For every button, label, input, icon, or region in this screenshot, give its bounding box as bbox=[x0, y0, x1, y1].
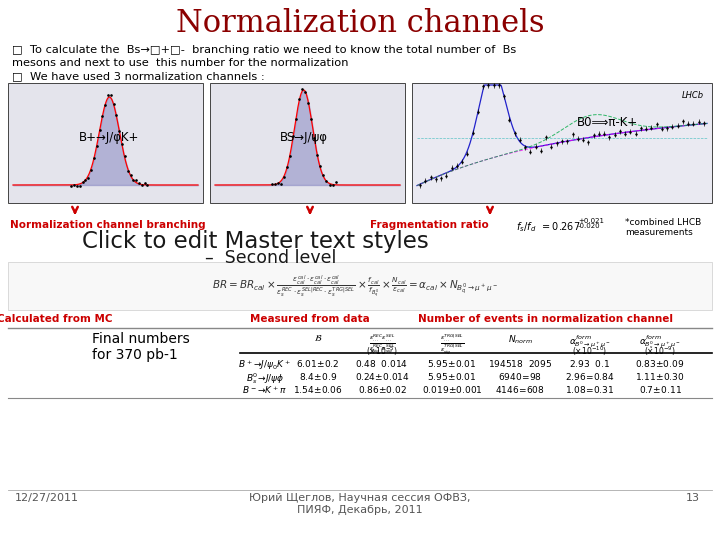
Bar bbox=[210, 83, 405, 203]
Text: $6.01\!\pm\!0.2$: $6.01\!\pm\!0.2$ bbox=[297, 358, 340, 369]
Text: $0.24\!\pm\!0.014$: $0.24\!\pm\!0.014$ bbox=[354, 371, 410, 382]
Text: $(\times 10^{-10})$: $(\times 10^{-10})$ bbox=[572, 345, 608, 359]
Text: $N_{norm}$: $N_{norm}$ bbox=[508, 333, 533, 346]
Bar bbox=[412, 83, 712, 203]
Text: -0.020: -0.020 bbox=[578, 223, 600, 229]
Text: $0.83\!\pm\!0.09$: $0.83\!\pm\!0.09$ bbox=[635, 358, 685, 369]
Text: $f_s/f_d$: $f_s/f_d$ bbox=[516, 220, 536, 234]
Text: □  We have used 3 normalization channels :: □ We have used 3 normalization channels … bbox=[12, 71, 265, 81]
Text: 12/27/2011: 12/27/2011 bbox=[15, 493, 79, 503]
Text: $1.08\!=\!0.31$: $1.08\!=\!0.31$ bbox=[565, 384, 615, 395]
Text: $4146\!=\!608$: $4146\!=\!608$ bbox=[495, 384, 545, 395]
Text: *combined LHCB
measurements: *combined LHCB measurements bbox=[625, 218, 701, 238]
Text: $1.54\!\pm\!0.06$: $1.54\!\pm\!0.06$ bbox=[293, 384, 343, 395]
Text: $0.86\!\pm\!0.02$: $0.86\!\pm\!0.02$ bbox=[358, 384, 407, 395]
Text: Measured from data: Measured from data bbox=[250, 314, 370, 324]
Text: $BR = BR_{cal} \times \frac{\varepsilon_{cal}^{cal} \cdot \varepsilon_{cal}^{cal: $BR = BR_{cal} \times \frac{\varepsilon_… bbox=[212, 273, 498, 299]
Text: $5.95\!\pm\!0.01$: $5.95\!\pm\!0.01$ bbox=[427, 358, 477, 369]
Text: $\alpha_{B^0\to\mu^+\mu^-}^{form}$: $\alpha_{B^0\to\mu^+\mu^-}^{form}$ bbox=[569, 333, 611, 349]
Text: $\frac{\varepsilon_{...}^{TRG|SEL}}{\varepsilon_{sig}^{TRG|SEL}}$: $\frac{\varepsilon_{...}^{TRG|SEL}}{\var… bbox=[440, 333, 464, 357]
Text: $0.7\!\pm\!0.11$: $0.7\!\pm\!0.11$ bbox=[639, 384, 681, 395]
Text: $\frac{\varepsilon_{...}^{REC}\varepsilon_{...}^{SEL}}{\varepsilon_{sig}^{REC}\v: $\frac{\varepsilon_{...}^{REC}\varepsilo… bbox=[369, 333, 395, 356]
Text: $= 0.267$: $= 0.267$ bbox=[540, 220, 580, 232]
Text: Click to edit Master text styles: Click to edit Master text styles bbox=[81, 230, 428, 253]
Text: Calculated from MC: Calculated from MC bbox=[0, 314, 113, 324]
Text: □  To calculate the  Bs→□+□-  branching ratio we need to know the total number o: □ To calculate the Bs→□+□- branching rat… bbox=[12, 45, 516, 55]
Text: $194518\ \ 2095$: $194518\ \ 2095$ bbox=[488, 358, 552, 369]
Text: B+→J/φK+: B+→J/φK+ bbox=[79, 132, 140, 145]
Text: BS→J/ψφ: BS→J/ψφ bbox=[279, 132, 328, 145]
Text: Final numbers
for 370 pb-1: Final numbers for 370 pb-1 bbox=[92, 332, 190, 362]
Text: $B^+\!\to\! J/\psi_0K^+$: $B^+\!\to\! J/\psi_0K^+$ bbox=[238, 358, 292, 372]
Text: $0.48\ \ 0.014$: $0.48\ \ 0.014$ bbox=[356, 358, 408, 369]
Text: –  Second level: – Second level bbox=[205, 249, 336, 267]
Bar bbox=[8, 83, 203, 203]
Text: $B^-\!\to\! K^+\pi$: $B^-\!\to\! K^+\pi$ bbox=[243, 384, 287, 396]
Bar bbox=[8, 262, 712, 310]
Text: $6940\!=\!98$: $6940\!=\!98$ bbox=[498, 371, 542, 382]
Text: Юрий Щеглов, Научная сессия ОФВЗ,
ПИЯФ, Декабрь, 2011: Юрий Щеглов, Научная сессия ОФВЗ, ПИЯФ, … bbox=[249, 493, 471, 515]
Text: 13: 13 bbox=[686, 493, 700, 503]
Text: $(\times 10^{-5})$: $(\times 10^{-5})$ bbox=[366, 345, 398, 359]
Text: $0.019\!\pm\!0.001$: $0.019\!\pm\!0.001$ bbox=[422, 384, 482, 395]
Text: Fragmentation ratio: Fragmentation ratio bbox=[370, 220, 489, 230]
Text: Normalization channel branching: Normalization channel branching bbox=[10, 220, 206, 230]
Text: $5.95\!\pm\!0.01$: $5.95\!\pm\!0.01$ bbox=[427, 371, 477, 382]
Text: $2.93\ \ 0.1$: $2.93\ \ 0.1$ bbox=[570, 358, 611, 369]
Text: mesons and next to use  this number for the normalization: mesons and next to use this number for t… bbox=[12, 58, 348, 68]
Text: $2.96\!=\!0.84$: $2.96\!=\!0.84$ bbox=[565, 371, 615, 382]
Text: Number of events in normalization channel: Number of events in normalization channe… bbox=[418, 314, 672, 324]
Text: LHCb: LHCb bbox=[682, 91, 704, 100]
Text: Normalization channels: Normalization channels bbox=[176, 8, 544, 39]
Text: $(\times 10^{-9})$: $(\times 10^{-9})$ bbox=[644, 345, 676, 359]
Text: $\mathcal{B}$: $\mathcal{B}$ bbox=[314, 333, 322, 343]
Text: B0⟹π-K+: B0⟹π-K+ bbox=[577, 117, 638, 130]
Text: $B^0_s\!\to\! J/\psi\phi$: $B^0_s\!\to\! J/\psi\phi$ bbox=[246, 371, 284, 386]
Text: $1.11\!\pm\!0.30$: $1.11\!\pm\!0.30$ bbox=[635, 371, 685, 382]
Text: $8.4\!\pm\!0.9$: $8.4\!\pm\!0.9$ bbox=[299, 371, 337, 382]
Text: +0.021: +0.021 bbox=[578, 218, 604, 224]
Text: $\alpha_{B_s^0\to\mu^+\mu^-}^{form}$: $\alpha_{B_s^0\to\mu^+\mu^-}^{form}$ bbox=[639, 333, 681, 350]
